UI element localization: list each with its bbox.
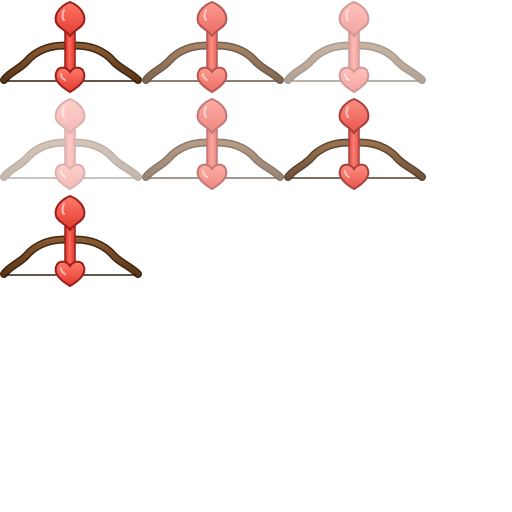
cupid-bow-icon-frame-1: [0, 0, 142, 98]
cupid-bow-icon: [284, 0, 426, 98]
cupid-bow-icon-frame-2: [142, 0, 284, 98]
cupid-bow-icon: [284, 97, 426, 195]
cupid-bow-icon-frame-6: [284, 97, 426, 195]
cupid-bow-icon-frame-7: [0, 194, 142, 292]
cupid-bow-icon-frame-4: [0, 97, 142, 195]
cupid-bow-icon: [142, 0, 284, 98]
cupid-bow-icon: [0, 194, 142, 292]
cupid-bow-icon-frame-3: [284, 0, 426, 98]
cupid-bow-icon: [0, 97, 142, 195]
cupid-bow-icon: [0, 0, 142, 98]
cupid-bow-icon: [142, 97, 284, 195]
cupid-bow-icon-frame-5: [142, 97, 284, 195]
